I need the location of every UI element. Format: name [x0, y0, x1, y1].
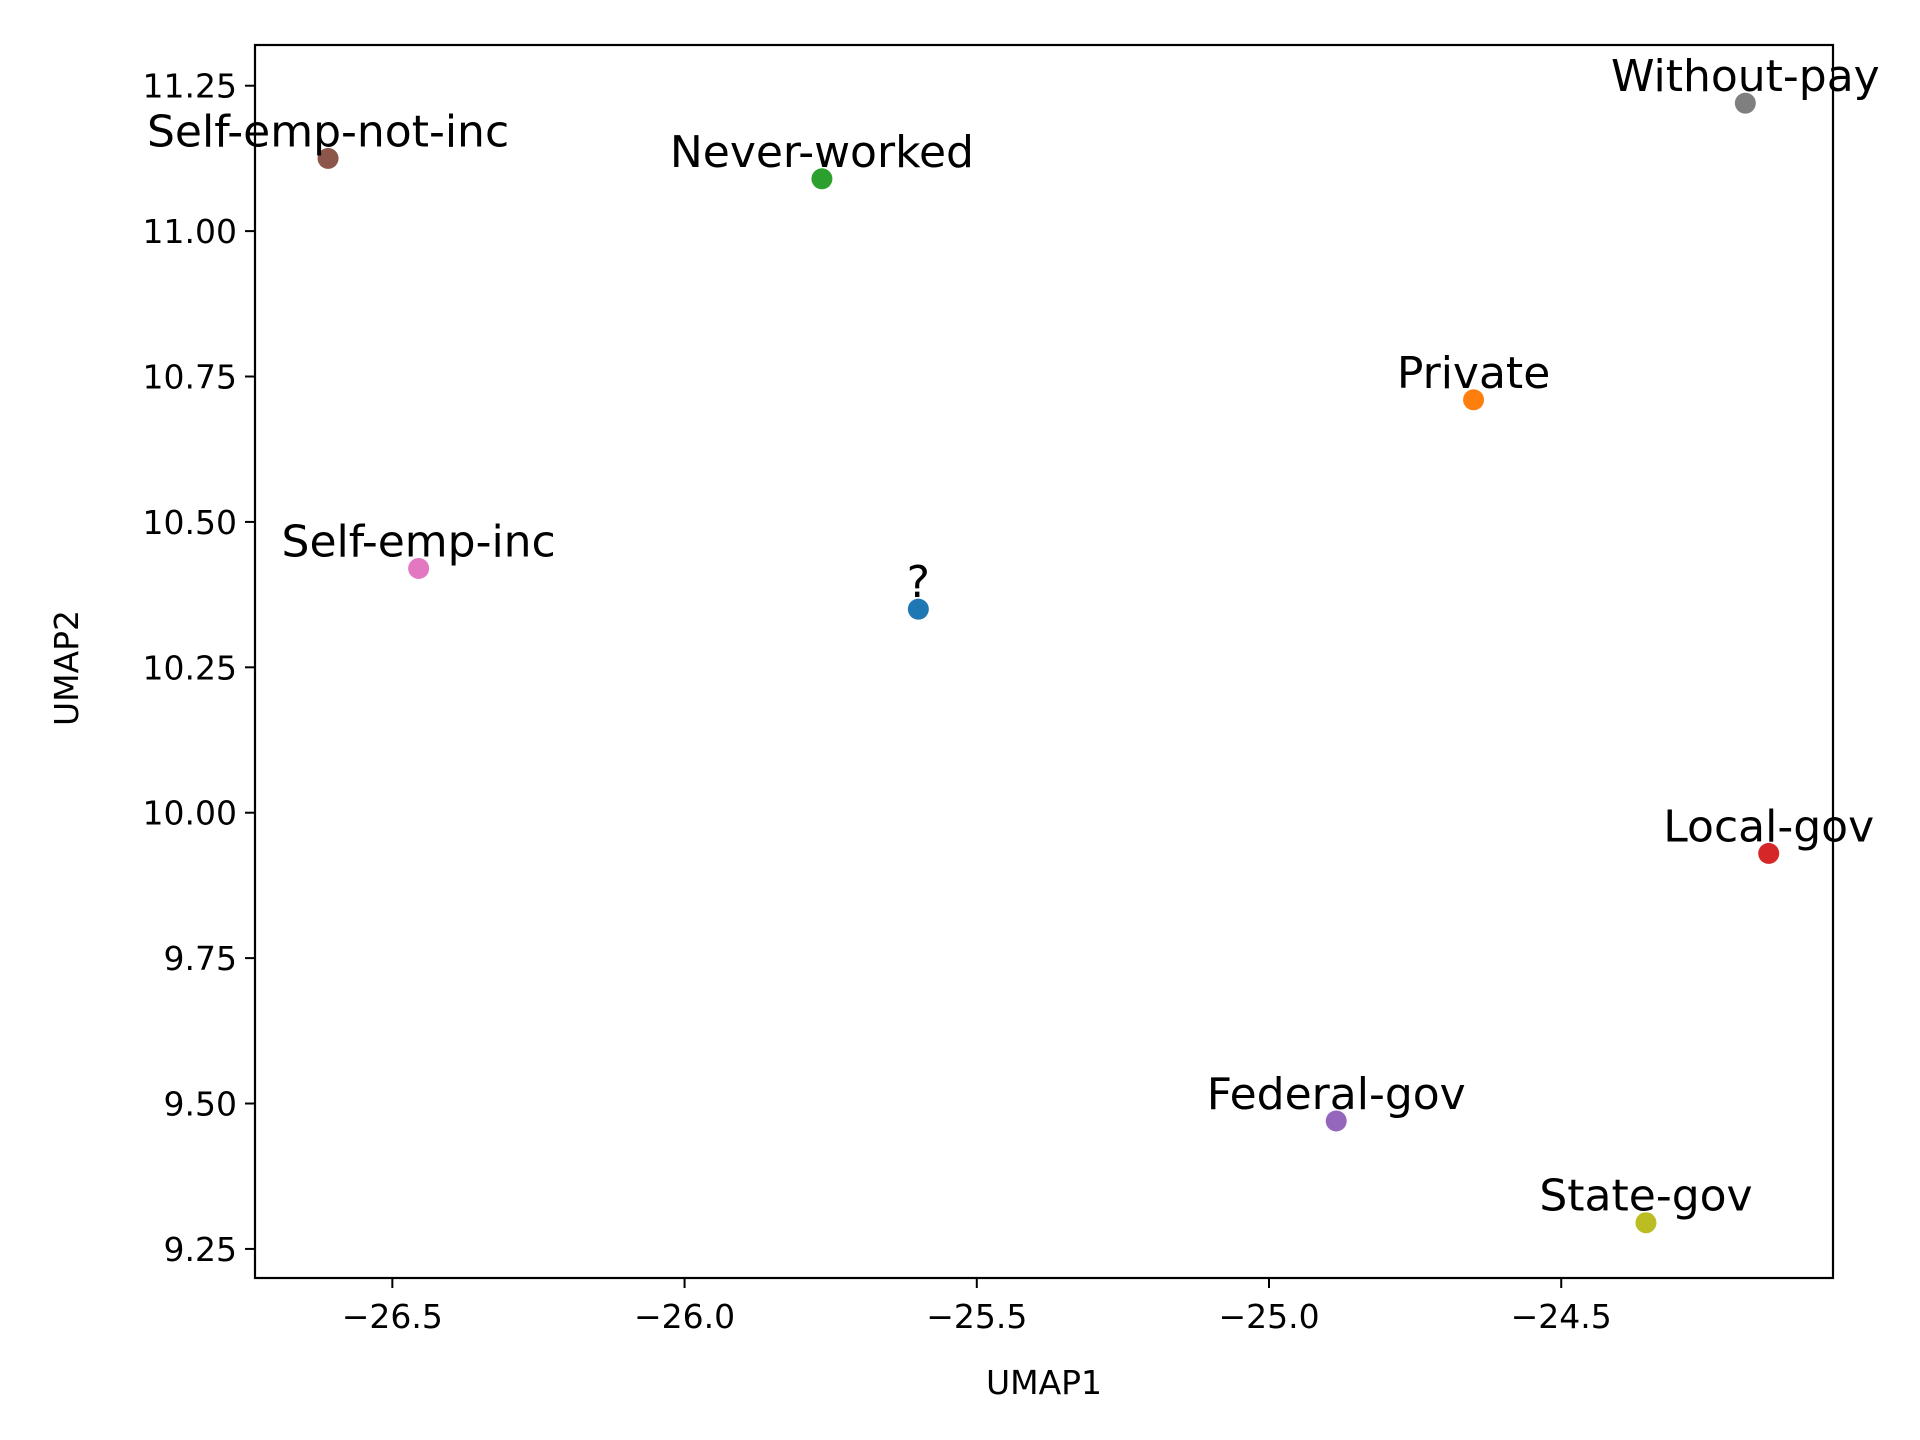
scatter-point — [811, 168, 833, 190]
x-tick-label: −25.5 — [926, 1297, 1027, 1336]
y-tick-label: 10.25 — [143, 648, 237, 687]
scatter-point — [1758, 842, 1780, 864]
y-axis-title: UMAP2 — [47, 610, 86, 726]
y-tick-label: 9.75 — [164, 939, 237, 978]
x-tick-label: −26.5 — [342, 1297, 443, 1336]
data-points — [317, 92, 1780, 1234]
scatter-point — [317, 147, 339, 169]
scatter-point — [907, 598, 929, 620]
y-axis: 9.25 9.50 9.75 10.00 10.25 10.50 10.75 11.00 11.… — [143, 67, 255, 1269]
x-axis-title: UMAP1 — [986, 1363, 1102, 1402]
scatter-point — [1325, 1110, 1347, 1132]
point-label: Federal-gov — [1207, 1069, 1466, 1120]
x-tick-label: −26.0 — [634, 1297, 735, 1336]
x-axis: −26.5 −26.0 −25.5 −25.0 −24.5 — [342, 1278, 1612, 1336]
y-tick-label: 10.75 — [143, 358, 237, 397]
point-label: State-gov — [1539, 1171, 1752, 1222]
point-label: Self-emp-not-inc — [147, 106, 509, 157]
point-labels: ? Private Never-worked Local-gov Federal-gov… — [147, 51, 1880, 1222]
x-tick-label: −25.0 — [1218, 1297, 1319, 1336]
x-tick-label: −24.5 — [1511, 1297, 1612, 1336]
scatter-point — [408, 557, 430, 579]
scatter-point — [1734, 92, 1756, 114]
point-label: Without-pay — [1611, 51, 1880, 102]
scatter-point — [1635, 1212, 1657, 1234]
point-label: Local-gov — [1663, 801, 1874, 852]
point-label: Never-worked — [670, 127, 974, 178]
point-label: Self-emp-inc — [282, 516, 556, 567]
y-tick-label: 11.00 — [143, 212, 237, 251]
scatter-point — [1463, 389, 1485, 411]
y-tick-label: 11.25 — [143, 67, 237, 106]
y-tick-label: 9.50 — [164, 1085, 237, 1124]
y-tick-label: 10.00 — [143, 794, 237, 833]
point-label: ? — [907, 557, 930, 608]
point-label: Private — [1397, 348, 1550, 399]
plot-frame — [253, 43, 1835, 1280]
y-tick-label: 10.50 — [143, 503, 237, 542]
y-tick-label: 9.25 — [164, 1230, 237, 1269]
